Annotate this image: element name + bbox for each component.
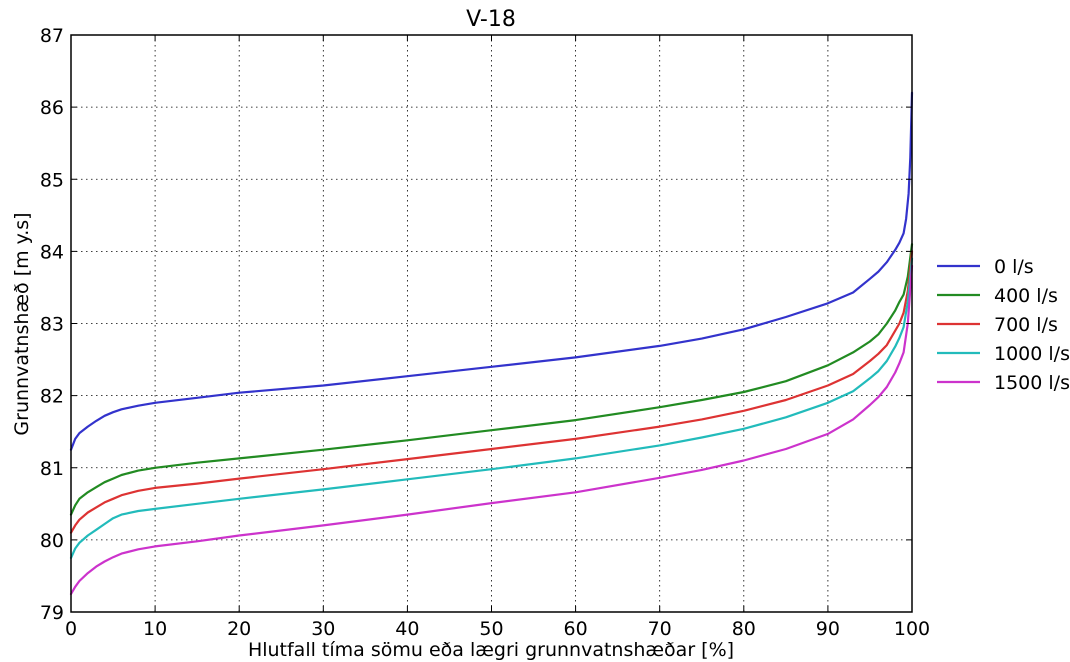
series-line [69, 91, 914, 451]
legend-label: 400 l/s [994, 285, 1058, 307]
y-tick-label: 86 [40, 97, 64, 119]
x-tick-label: 70 [648, 618, 672, 640]
series-lines [69, 91, 914, 596]
series-line [69, 257, 914, 560]
y-tick-label: 85 [40, 169, 64, 191]
series-line [69, 243, 914, 516]
y-tick-label: 84 [40, 241, 64, 263]
legend-label: 1000 l/s [994, 343, 1070, 365]
legend: 0 l/s 400 l/s 700 l/s 1000 l/s 1500 l/s [937, 256, 1070, 394]
axis-ticks: 0 10 20 30 40 50 60 70 80 90 100 79 80 81 82 83 84 85 86 87 [40, 25, 930, 640]
y-tick-label: 80 [40, 530, 64, 552]
x-tick-label: 90 [816, 618, 840, 640]
y-tick-label: 87 [40, 25, 64, 47]
y-tick-label: 81 [40, 458, 64, 480]
legend-label: 700 l/s [994, 314, 1058, 336]
grid-lines [71, 35, 912, 612]
y-tick-label: 82 [40, 386, 64, 408]
y-tick-label: 79 [40, 602, 64, 624]
x-tick-label: 80 [732, 618, 756, 640]
chart-title: V-18 [466, 7, 516, 32]
x-tick-label: 0 [65, 618, 77, 640]
x-tick-label: 10 [143, 618, 167, 640]
x-tick-label: 40 [395, 618, 419, 640]
series-line [69, 250, 914, 534]
y-tick-label: 83 [40, 314, 64, 336]
legend-label: 1500 l/s [994, 372, 1070, 394]
x-tick-label: 20 [227, 618, 251, 640]
x-tick-label: 60 [564, 618, 588, 640]
x-axis-title: Hlutfall tíma sömu eða lægri grunnvatnsh… [248, 639, 734, 661]
x-tick-label: 50 [479, 618, 503, 640]
legend-label: 0 l/s [994, 256, 1034, 278]
y-axis-title: Grunnvatnshæð [m y.s] [11, 212, 33, 435]
series-line [69, 264, 914, 596]
x-tick-label: 30 [311, 618, 335, 640]
x-tick-label: 100 [894, 618, 930, 640]
